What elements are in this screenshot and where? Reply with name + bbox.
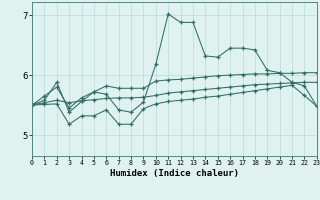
X-axis label: Humidex (Indice chaleur): Humidex (Indice chaleur): [110, 169, 239, 178]
